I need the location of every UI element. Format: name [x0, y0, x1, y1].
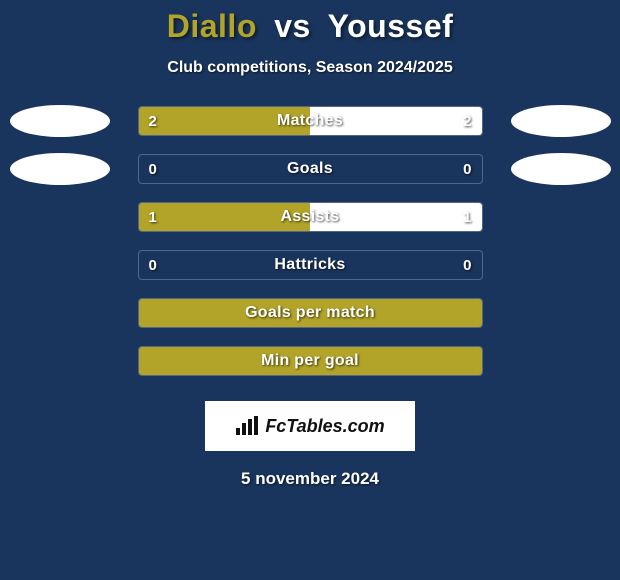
- comparison-card: Diallo vs Youssef Club competitions, Sea…: [0, 0, 620, 489]
- stat-row: 11Assists: [10, 201, 611, 233]
- stat-label: Hattricks: [139, 251, 482, 279]
- bar-chart-icon: [235, 416, 259, 436]
- player1-name: Diallo: [167, 8, 257, 44]
- player1-marker: [10, 201, 110, 233]
- stat-label: Matches: [139, 107, 482, 135]
- player2-marker: [511, 249, 611, 281]
- stat-row: 00Goals: [10, 153, 611, 185]
- stat-bar: Min per goal: [138, 346, 483, 376]
- player2-marker: [511, 297, 611, 329]
- player1-marker: [10, 249, 110, 281]
- player2-marker: [511, 105, 611, 137]
- stat-bar: 22Matches: [138, 106, 483, 136]
- stat-row: 00Hattricks: [10, 249, 611, 281]
- page-title: Diallo vs Youssef: [167, 8, 454, 45]
- player1-marker: [10, 297, 110, 329]
- player2-name: Youssef: [328, 8, 454, 44]
- player1-marker: [10, 345, 110, 377]
- player1-marker: [10, 105, 110, 137]
- site-logo: FcTables.com: [205, 401, 415, 451]
- stat-bar: 11Assists: [138, 202, 483, 232]
- vs-text: vs: [274, 8, 311, 44]
- logo-text: FcTables.com: [265, 416, 384, 437]
- stat-row: 22Matches: [10, 105, 611, 137]
- player2-marker: [511, 201, 611, 233]
- stat-label: Goals: [139, 155, 482, 183]
- stat-bar: 00Hattricks: [138, 250, 483, 280]
- player2-marker: [511, 345, 611, 377]
- stat-rows: 22Matches 00Goals 11Assists 00Hattricks Goal…: [10, 105, 611, 393]
- stat-bar: Goals per match: [138, 298, 483, 328]
- player2-marker: [511, 153, 611, 185]
- stat-label: Assists: [139, 203, 482, 231]
- stat-row: Goals per match: [10, 297, 611, 329]
- stat-bar: 00Goals: [138, 154, 483, 184]
- stat-label: Goals per match: [139, 299, 482, 327]
- date: 5 november 2024: [241, 469, 379, 489]
- player1-marker: [10, 153, 110, 185]
- stat-label: Min per goal: [139, 347, 482, 375]
- stat-row: Min per goal: [10, 345, 611, 377]
- subtitle: Club competitions, Season 2024/2025: [167, 59, 452, 77]
